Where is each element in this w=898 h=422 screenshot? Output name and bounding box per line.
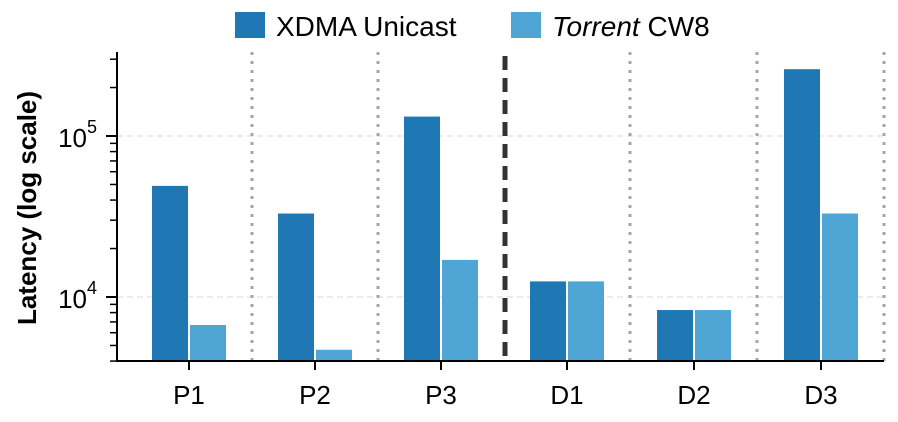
bar-d3-series-2 (822, 213, 858, 361)
x-tick-label-p1: P1 (173, 380, 205, 410)
legend: XDMA Unicast Torrent CW8 (235, 11, 710, 42)
bar-p1-series-1 (152, 185, 188, 361)
legend-swatch-series-1 (235, 12, 265, 38)
legend-swatch-series-2 (511, 12, 541, 38)
bar-d3-series-1 (784, 69, 820, 361)
x-tick-label-d2: D2 (677, 380, 710, 410)
y-tick-label-1: 105 (58, 117, 97, 153)
bar-d2-series-1 (657, 310, 693, 361)
legend-label-series-1: XDMA Unicast (276, 11, 457, 42)
bar-d2-series-2 (695, 310, 731, 361)
bar-d1-series-2 (568, 281, 604, 361)
bar-p2-series-2 (316, 349, 352, 361)
x-tick-label-d1: D1 (550, 380, 583, 410)
y-tick-label-0: 104 (58, 278, 97, 314)
bar-d1-series-1 (530, 281, 566, 361)
grid-layer (117, 135, 884, 298)
bar-p1-series-2 (190, 325, 226, 361)
y-axis-label: Latency (log scale) (12, 91, 42, 325)
bar-p3-series-2 (442, 259, 478, 361)
separator-layer (250, 52, 886, 361)
legend-label-series-2: Torrent CW8 (552, 11, 710, 42)
x-tick-label-p3: P3 (425, 380, 457, 410)
x-tick-label-d3: D3 (804, 380, 837, 410)
bar-p3-series-1 (404, 116, 440, 361)
tick-layer: P1 P2 P3 D1 D2 D3 104 105 (58, 58, 838, 410)
x-tick-label-p2: P2 (299, 380, 331, 410)
bar-p2-series-1 (278, 213, 314, 361)
axis-layer (116, 52, 884, 362)
bar-layer (152, 69, 858, 361)
